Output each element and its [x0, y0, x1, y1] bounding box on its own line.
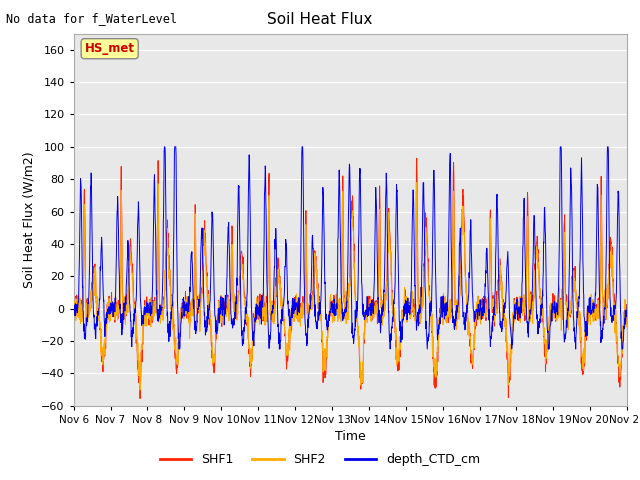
Y-axis label: Soil Heat Flux (W/m2): Soil Heat Flux (W/m2) — [22, 151, 35, 288]
Text: Soil Heat Flux: Soil Heat Flux — [268, 12, 372, 27]
Legend: SHF1, SHF2, depth_CTD_cm: SHF1, SHF2, depth_CTD_cm — [155, 448, 485, 471]
Text: No data for f_WaterLevel: No data for f_WaterLevel — [6, 12, 177, 25]
X-axis label: Time: Time — [335, 430, 366, 443]
Text: HS_met: HS_met — [84, 42, 134, 55]
